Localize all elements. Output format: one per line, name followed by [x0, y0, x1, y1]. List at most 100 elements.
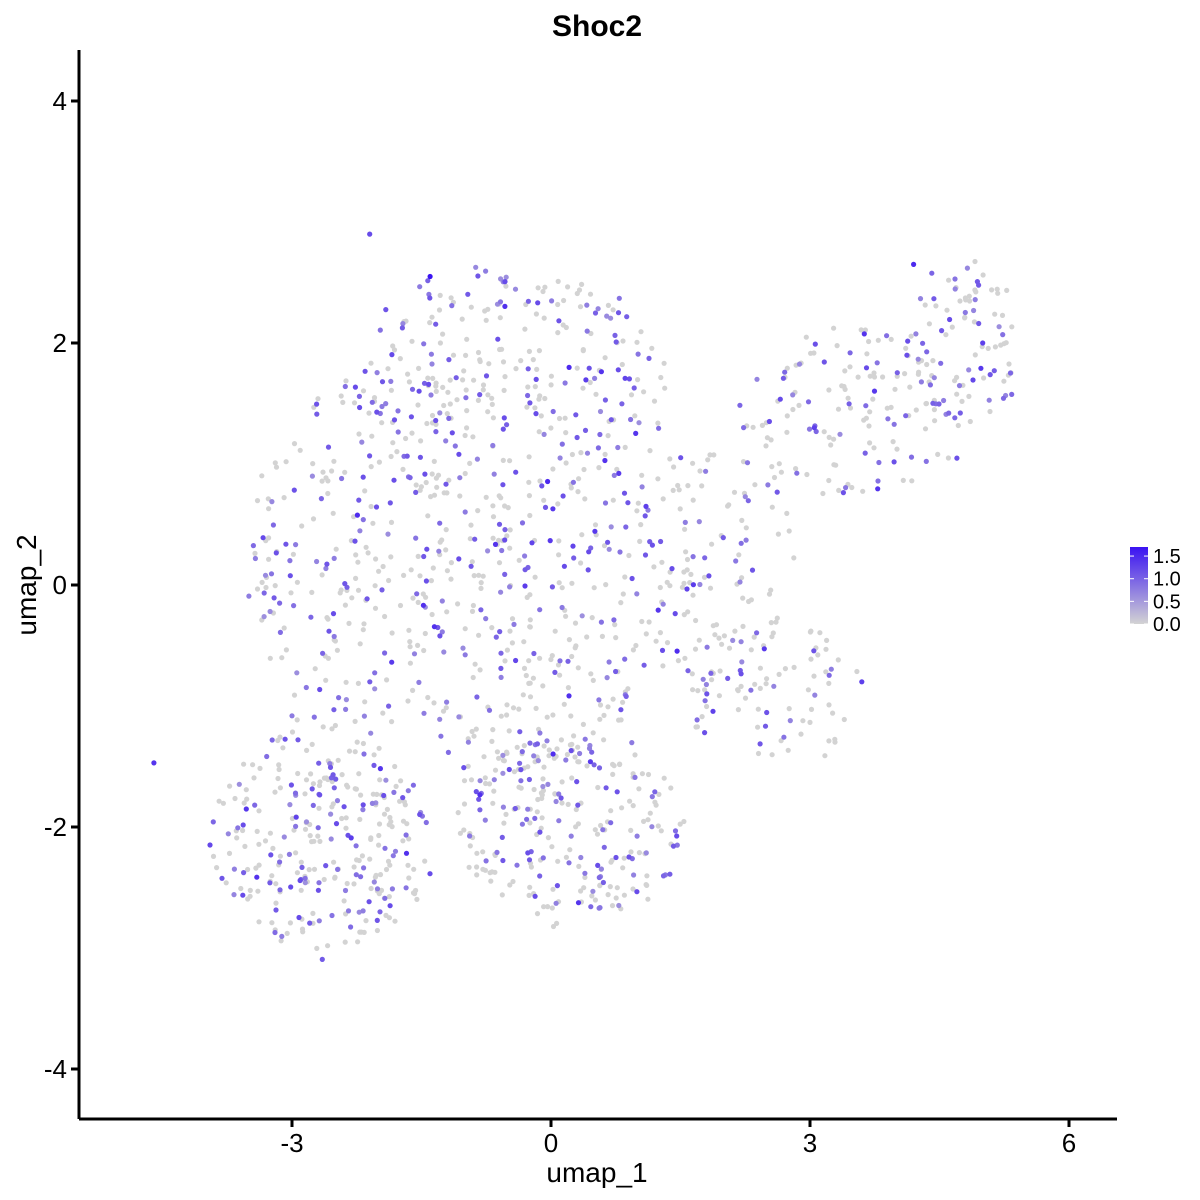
scatter-point [754, 376, 760, 382]
scatter-point [639, 618, 645, 625]
scatter-point [690, 554, 696, 560]
scatter-point [974, 279, 981, 285]
scatter-point [808, 350, 814, 356]
scatter-point [569, 580, 575, 586]
scatter-point [437, 292, 443, 298]
scatter-point [431, 700, 437, 706]
scatter-point [284, 930, 290, 937]
scatter-point [699, 483, 705, 489]
scatter-point [808, 656, 814, 662]
scatter-point [549, 584, 556, 590]
scatter-point [373, 872, 379, 879]
scatter-point [551, 755, 557, 761]
scatter-point [535, 796, 541, 803]
scatter-point [277, 853, 283, 859]
scatter-point [309, 741, 315, 748]
scatter-point [498, 665, 504, 672]
scatter-point [481, 754, 487, 760]
scatter-point [1004, 287, 1010, 293]
scatter-point [769, 634, 775, 640]
scatter-point [319, 572, 325, 578]
scatter-point [738, 540, 744, 546]
scatter-point [345, 784, 351, 790]
scatter-point [920, 340, 926, 346]
scatter-point [644, 873, 650, 879]
scatter-point [540, 683, 546, 689]
scatter-point [371, 752, 377, 758]
scatter-point [766, 418, 773, 425]
scatter-point [682, 526, 688, 532]
scatter-point [957, 410, 963, 416]
scatter-point [553, 798, 559, 805]
scatter-point [584, 763, 590, 769]
scatter-point [353, 843, 359, 849]
scatter-point [256, 808, 262, 814]
scatter-point [459, 316, 465, 322]
scatter-point [534, 741, 541, 747]
scatter-point [403, 885, 409, 891]
scatter-point [468, 522, 474, 528]
scatter-point [371, 879, 377, 885]
scatter-point [380, 710, 386, 716]
scatter-point [549, 905, 555, 911]
scatter-point [890, 439, 896, 445]
scatter-point [646, 619, 652, 625]
scatter-point [554, 746, 560, 752]
scatter-point [710, 708, 716, 714]
scatter-point [668, 785, 674, 791]
scatter-point [389, 719, 395, 725]
scatter-point [387, 903, 393, 909]
scatter-point [635, 500, 641, 506]
scatter-point [404, 821, 410, 827]
scatter-point [250, 543, 256, 549]
scatter-point [619, 401, 625, 407]
scatter-point [386, 577, 392, 584]
scatter-point [580, 348, 586, 354]
scatter-point [482, 775, 488, 781]
scatter-point [590, 888, 596, 894]
scatter-point [556, 580, 562, 586]
scatter-point [626, 376, 633, 382]
scatter-point [390, 440, 396, 446]
scatter-point [376, 832, 382, 839]
scatter-point [768, 620, 774, 626]
scatter-point [526, 479, 532, 485]
scatter-point [261, 614, 267, 620]
scatter-point [1006, 361, 1012, 367]
scatter-point [483, 858, 489, 864]
scatter-point [225, 831, 231, 837]
scatter-point [379, 379, 386, 385]
scatter-point [574, 779, 580, 785]
scatter-point [433, 321, 439, 327]
scatter-point [702, 698, 708, 704]
scatter-point [314, 945, 320, 952]
scatter-point [377, 327, 383, 333]
scatter-point [759, 422, 766, 428]
scatter-point [588, 330, 594, 337]
scatter-point [272, 583, 278, 589]
scatter-point [464, 336, 470, 342]
scatter-point [636, 420, 642, 426]
scatter-point [510, 878, 516, 885]
scatter-point [243, 806, 249, 812]
scatter-point [537, 829, 543, 835]
scatter-point [604, 313, 610, 319]
scatter-point [537, 655, 543, 661]
scatter-point [584, 328, 590, 334]
scatter-point [329, 468, 335, 474]
scatter-point [506, 766, 512, 773]
scatter-point [880, 374, 886, 380]
scatter-point [808, 706, 815, 713]
scatter-point [627, 798, 633, 804]
scatter-point [266, 506, 272, 512]
scatter-point [725, 675, 731, 682]
scatter-point [766, 591, 773, 597]
scatter-point [501, 415, 507, 421]
scatter-point [444, 568, 450, 574]
scatter-point [289, 729, 296, 735]
scatter-point [372, 583, 378, 589]
scatter-point [467, 536, 473, 542]
scatter-point [475, 508, 481, 514]
scatter-point [619, 361, 625, 368]
scatter-point [583, 377, 589, 383]
